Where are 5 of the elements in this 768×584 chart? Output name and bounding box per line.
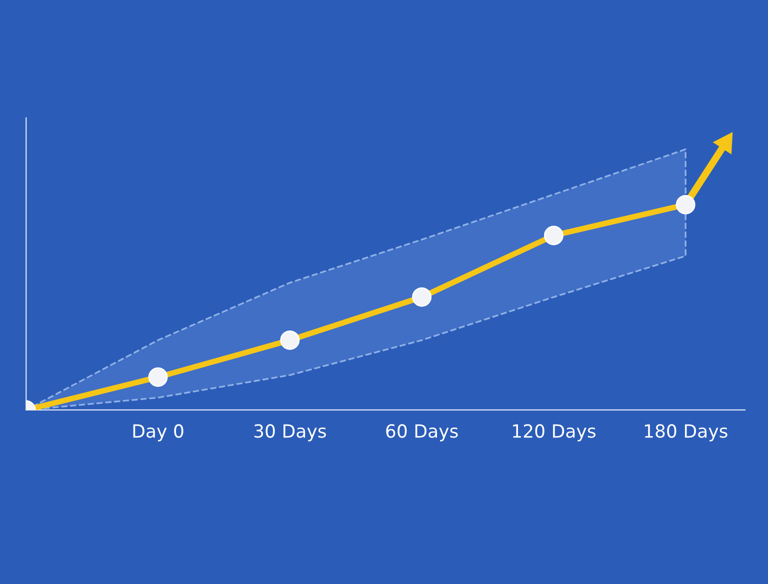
- x-tick-label: 60 Days: [386, 424, 458, 442]
- x-tick-label: 30 Days: [254, 424, 326, 442]
- x-tick-label: Day 0: [133, 424, 184, 442]
- x-tick-label: 180 Days: [644, 424, 728, 442]
- x-tick-label: 120 Days: [513, 424, 596, 442]
